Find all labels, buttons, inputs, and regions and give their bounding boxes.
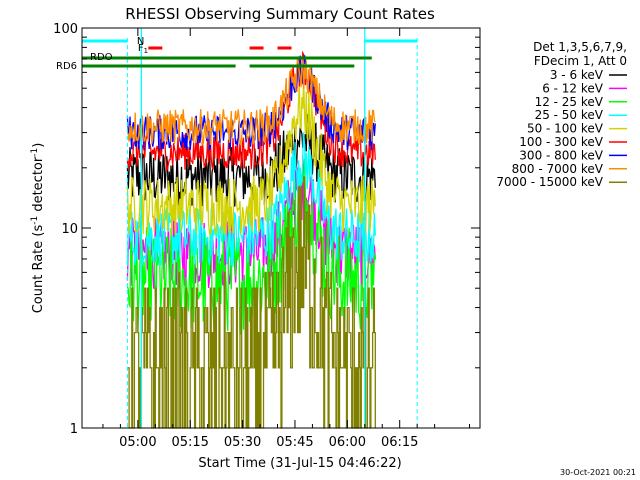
series-line-6 — [126, 50, 376, 171]
legend-label-3: 12 - 25 keV — [535, 95, 604, 109]
x-tick-label-3: 05:30 — [224, 435, 261, 450]
legend-label-4: 25 - 50 keV — [535, 108, 604, 122]
x-tick-label-1: 05:00 — [119, 435, 156, 450]
legend: Det 1,3,5,6,7,9, FDecim 1, Att 0 3 - 6 k… — [496, 40, 627, 189]
series-line-5 — [126, 78, 376, 236]
legend-label-8: 800 - 7000 keV — [512, 162, 604, 176]
chart-title: RHESSI Observing Summary Count Rates — [125, 5, 435, 23]
x-tick-label-5: 06:00 — [329, 435, 366, 450]
legend-header-1: Det 1,3,5,6,7,9, — [533, 40, 627, 54]
x-axis-label: Start Time (31-Jul-15 04:46:22) — [198, 456, 401, 471]
legend-header-2: FDecim 1, Att 0 — [534, 54, 627, 68]
x-tick-label-4: 05:45 — [276, 435, 313, 450]
flare-label: F1 — [138, 43, 148, 55]
series-line-2 — [126, 155, 376, 289]
legend-label-9: 7000 - 15000 keV — [496, 175, 603, 189]
series-line-8 — [126, 58, 376, 148]
plot-layer — [82, 28, 418, 429]
legend-label-7: 300 - 800 keV — [519, 148, 603, 162]
x-tick-label-2: 05:15 — [171, 435, 208, 450]
footer-date: 30-Oct-2021 00:21 — [560, 468, 636, 477]
flare-label-sub: 1 — [144, 47, 148, 55]
series-line-3 — [126, 158, 376, 336]
legend-label-6: 100 - 300 keV — [519, 135, 603, 149]
legend-label-1: 3 - 6 keV — [550, 68, 604, 82]
y-axis-label: Count Rate (s-1 detector-1) — [30, 143, 46, 314]
y-tick-label-2: 10 — [61, 222, 78, 237]
x-tick-label-6: 06:15 — [381, 435, 418, 450]
rd6-label: RD6 — [56, 61, 77, 72]
rdo-label: RDO — [90, 52, 113, 63]
night-label: N — [137, 36, 144, 47]
legend-label-5: 50 - 100 keV — [527, 122, 604, 136]
y-tick-label-3: 100 — [53, 22, 78, 37]
y-tick-label-1: 1 — [70, 422, 78, 437]
series-line-9 — [127, 176, 376, 429]
legend-label-2: 6 - 12 keV — [542, 81, 604, 95]
series-line-7 — [126, 55, 376, 151]
